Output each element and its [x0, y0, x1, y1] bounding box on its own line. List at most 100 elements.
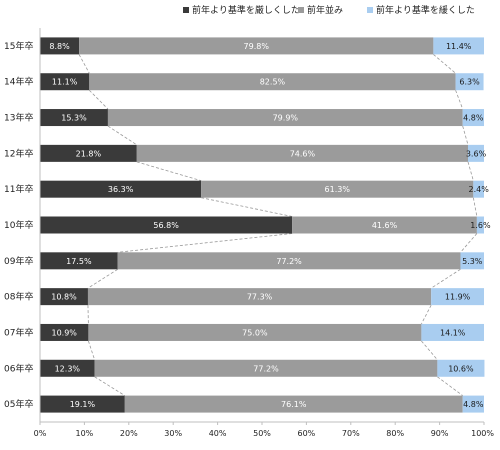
data-label: 77.2% [276, 257, 302, 266]
series-connector-line [421, 340, 438, 361]
data-label: 10.6% [448, 364, 474, 373]
bars: 8.8% 79.8% 11.4% 11.1% 82.5% 6.3% 15.3% 79.9% 4.… [40, 37, 491, 413]
bar-segment-series-3 [468, 144, 484, 162]
data-label: 77.2% [253, 364, 279, 373]
x-tick-label: 70% [342, 429, 360, 438]
category-label: 05年卒 [4, 398, 33, 410]
data-label: 17.5% [66, 257, 92, 266]
data-label: 56.8% [153, 221, 179, 230]
bar-segment-series-2 [201, 180, 474, 198]
data-label: 10.9% [51, 328, 77, 337]
data-label: 5.3% [462, 257, 483, 266]
series-connector-line [107, 125, 138, 146]
x-tick-label: 30% [164, 429, 182, 438]
category-label: 15年卒 [4, 40, 33, 52]
series-connector-line [421, 304, 432, 325]
bar-segment-series-1 [40, 323, 89, 341]
legend: 前年より基準を厳しくした 前年並み 前年より基準を緩くした [183, 4, 475, 16]
data-label: 36.3% [108, 185, 134, 194]
bar-segment-series-1 [40, 180, 202, 198]
data-label: 79.8% [244, 42, 270, 51]
bar-segment-series-3 [431, 288, 484, 306]
data-label: 10.8% [51, 293, 77, 302]
bar-segment-series-1 [40, 359, 95, 377]
category-label: 08年卒 [4, 291, 33, 303]
data-label: 6.3% [459, 78, 480, 87]
bar-segment-series-2 [124, 395, 463, 413]
data-label: 76.1% [281, 400, 307, 409]
bar-segment-series-1 [40, 216, 293, 234]
x-tick-label: 60% [298, 429, 316, 438]
x-tick-label: 90% [431, 429, 449, 438]
data-label: 74.6% [290, 149, 316, 158]
bar-segment-series-3 [460, 252, 484, 270]
bar-segment-series-1 [40, 395, 125, 413]
data-label: 14.1% [440, 328, 466, 337]
legend-swatch [367, 7, 373, 13]
bar-segment-series-2 [89, 73, 456, 91]
series-connector-line [94, 376, 126, 396]
x-tick-label: 50% [253, 429, 271, 438]
x-tick-label: 20% [120, 429, 138, 438]
data-label: 82.5% [260, 78, 286, 87]
bar-segment-series-3 [455, 73, 484, 91]
x-tick-label: 0% [34, 429, 47, 438]
bar-segment-series-3 [473, 180, 484, 198]
data-label: 61.3% [325, 185, 351, 194]
series-connector-lines [78, 54, 478, 396]
x-axis: 0% 10% 20% 30% 40% 50% 60% 70% 80% 90% 100% [34, 28, 494, 438]
bar-segment-series-3 [437, 359, 485, 377]
data-label: 77.3% [247, 293, 273, 302]
bar-segment-series-2 [292, 216, 477, 234]
bar-segment-series-1 [40, 288, 88, 306]
data-label: 21.8% [76, 149, 102, 158]
category-label: 07年卒 [4, 326, 33, 338]
category-label: 13年卒 [4, 112, 33, 124]
bar-segment-series-1 [40, 73, 90, 91]
bar-segment-series-2 [87, 288, 432, 306]
series-connector-line [87, 268, 118, 289]
bar-segment-series-2 [88, 323, 422, 341]
bar-segment-series-2 [136, 144, 469, 162]
x-tick-label: 40% [209, 429, 227, 438]
series-connector-line [462, 125, 469, 145]
series-connector-line [467, 161, 474, 181]
bar-segment-series-3 [476, 216, 484, 234]
bar-segment-series-3 [462, 395, 484, 413]
series-connector-line [78, 54, 90, 74]
data-label: 11.4% [446, 42, 472, 51]
bar-segment-series-1 [40, 109, 108, 127]
data-label: 75.0% [242, 328, 268, 337]
bar-segment-series-2 [79, 37, 434, 55]
data-label: 11.9% [445, 293, 471, 302]
x-tick-label: 100% [471, 429, 494, 438]
data-label: 1.6% [470, 221, 491, 230]
category-label: 14年卒 [4, 76, 33, 88]
bar-segment-series-2 [94, 359, 438, 377]
bar-segment-series-1 [40, 252, 118, 270]
data-label: 11.1% [52, 78, 78, 87]
series-connector-line [437, 376, 463, 396]
legend-swatch [298, 7, 304, 13]
data-label: 12.3% [55, 364, 81, 373]
category-label: 06年卒 [4, 362, 33, 374]
series-connector-line [201, 197, 293, 217]
legend-label: 前年より基準を緩くした [376, 4, 475, 16]
category-label: 10年卒 [4, 219, 33, 231]
bar-segment-series-3 [433, 37, 484, 55]
data-label: 19.1% [70, 400, 96, 409]
series-connector-line [433, 54, 456, 74]
bar-segment-series-1 [40, 144, 137, 162]
series-connector-line [117, 233, 293, 253]
series-connector-line [472, 197, 478, 217]
category-label: 12年卒 [4, 147, 33, 159]
legend-swatch [183, 7, 189, 13]
bar-segment-series-3 [462, 109, 484, 127]
data-label: 15.3% [61, 114, 87, 123]
bar-segment-series-3 [421, 323, 484, 341]
data-label: 79.9% [273, 114, 299, 123]
category-label: 09年卒 [4, 255, 33, 267]
category-labels: 15年卒 14年卒 13年卒 12年卒 11年卒 10年卒 09年卒 08年卒 07年卒 06年卒… [4, 40, 33, 410]
data-label: 8.8% [49, 42, 70, 51]
